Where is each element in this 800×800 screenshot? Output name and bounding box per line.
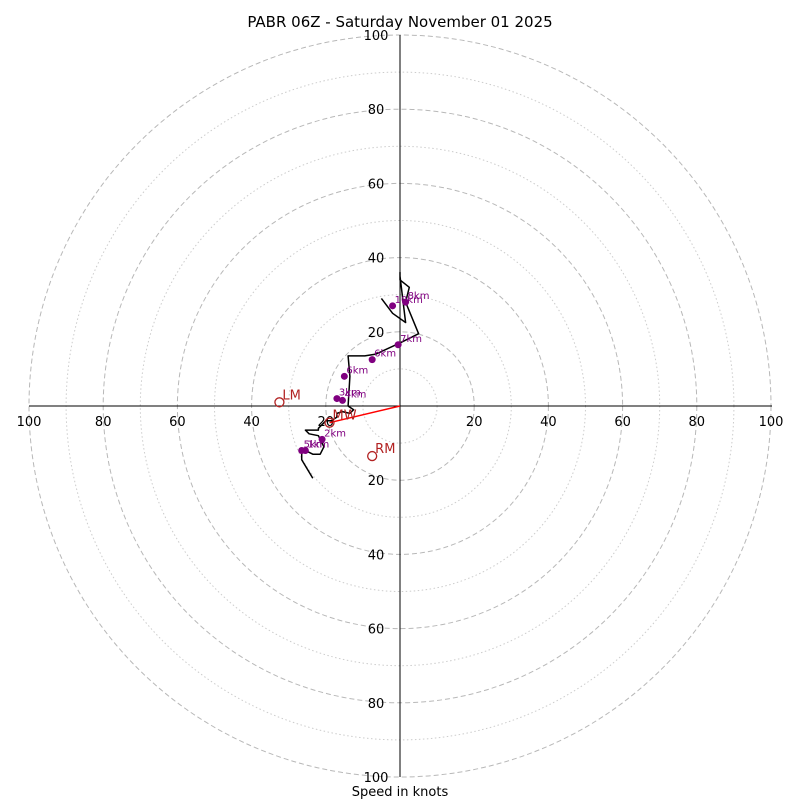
height-point — [298, 447, 306, 455]
tick-label-40: 40 — [243, 415, 260, 430]
height-point — [338, 396, 346, 404]
tick-label-20: 20 — [466, 415, 483, 430]
height-label: 5km — [304, 440, 326, 451]
tick-label-40: 40 — [368, 548, 385, 563]
tick-label-80: 80 — [95, 415, 112, 430]
storm-motion-label: RM — [375, 442, 395, 457]
height-point — [333, 395, 341, 403]
mean-wind-vector — [329, 405, 401, 424]
x-axis-label: Speed in knots — [352, 785, 449, 800]
hodograph-trace — [300, 271, 420, 479]
height-label: 6km — [374, 349, 396, 360]
height-point — [394, 341, 402, 349]
height-label: 7km — [400, 334, 422, 345]
height-label: 1km — [307, 440, 329, 451]
height-label: 2km — [324, 428, 346, 439]
chart-title: PABR 06Z - Saturday November 01 2025 — [247, 13, 552, 31]
tick-label-60: 60 — [614, 415, 631, 430]
tick-label-40: 40 — [540, 415, 557, 430]
height-point — [402, 298, 410, 306]
tick-label-100: 100 — [364, 771, 389, 786]
storm-motion-point — [324, 417, 335, 428]
tick-label-60: 60 — [368, 177, 385, 192]
storm-motion-point — [274, 397, 285, 408]
tick-label-80: 80 — [689, 415, 706, 430]
height-label: 8km — [408, 291, 430, 302]
height-label: 4km — [344, 389, 366, 400]
height-point — [389, 302, 397, 310]
storm-motion-markers: LM RM MW — [274, 388, 395, 462]
storm-motion-label: LM — [282, 388, 300, 403]
tick-label-100: 100 — [364, 29, 389, 44]
height-point — [318, 435, 326, 443]
height-label: 6km — [346, 365, 368, 376]
tick-label-60: 60 — [368, 623, 385, 638]
height-label: 10km — [395, 295, 423, 306]
tick-label-100: 100 — [17, 415, 42, 430]
height-point — [368, 356, 376, 364]
tick-label-80: 80 — [368, 697, 385, 712]
tick-label-20: 20 — [368, 326, 385, 341]
tick-label-20: 20 — [368, 474, 385, 489]
storm-motion-label: MW — [333, 409, 357, 424]
tick-label-80: 80 — [368, 103, 385, 118]
tick-label-40: 40 — [368, 252, 385, 267]
tick-label-100: 100 — [759, 415, 784, 430]
tick-label-60: 60 — [169, 415, 186, 430]
storm-motion-point — [367, 450, 378, 462]
height-point — [340, 372, 348, 380]
height-label: 3km — [339, 388, 361, 399]
